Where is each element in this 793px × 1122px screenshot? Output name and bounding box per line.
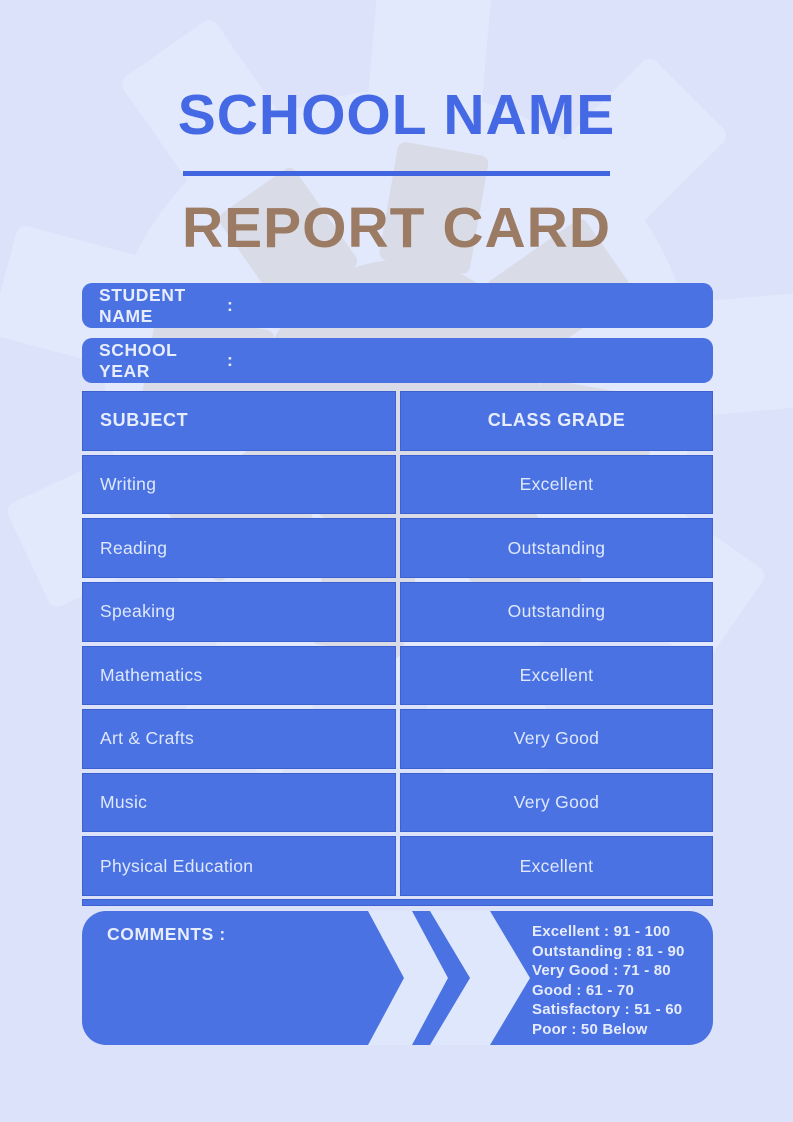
school-year-value[interactable] (233, 338, 713, 383)
grade-cell: Very Good (400, 709, 713, 769)
subject-cell: Mathematics (82, 645, 396, 706)
grade-cell: Excellent (400, 645, 713, 706)
subject-cell: Physical Education (82, 836, 396, 896)
table-row: Reading Outstanding (82, 518, 713, 578)
comments-label: COMMENTS : (107, 924, 226, 944)
grading-legend: Excellent : 91 - 100 Outstanding : 81 - … (532, 922, 707, 1039)
grade-column-header: CLASS GRADE (400, 391, 713, 451)
table-header-row: SUBJECT CLASS GRADE (82, 391, 713, 451)
student-name-value[interactable] (233, 283, 713, 328)
table-footer-bar (82, 899, 713, 906)
double-chevron-icon (368, 911, 530, 1045)
school-year-field[interactable]: SCHOOL YEAR : (82, 338, 713, 383)
school-year-label: SCHOOL YEAR (99, 339, 178, 381)
grade-cell: Very Good (400, 772, 713, 833)
subject-cell: Music (82, 772, 396, 833)
school-name-title: SCHOOL NAME (177, 83, 616, 147)
subject-column-header: SUBJECT (82, 391, 396, 451)
table-row: Speaking Outstanding (82, 581, 713, 642)
legend-item: Outstanding : 81 - 90 (532, 942, 685, 960)
legend-item: Poor : 50 Below (532, 1020, 648, 1038)
table-row: Mathematics Excellent (82, 645, 713, 706)
subject-cell: Writing (82, 454, 396, 515)
grade-cell: Outstanding (400, 518, 713, 578)
grade-cell: Outstanding (400, 581, 713, 642)
grade-cell: Excellent (400, 836, 713, 896)
comments-section: COMMENTS : Excellent : 91 - 100 Outstand… (82, 911, 713, 1045)
student-name-label: STUDENT NAME (99, 284, 186, 326)
comments-input-area[interactable] (102, 951, 362, 1036)
grade-cell: Excellent (400, 454, 713, 515)
legend-item: Very Good : 71 - 80 (532, 962, 671, 979)
subject-cell: Speaking (82, 581, 396, 642)
table-row: Writing Excellent (82, 454, 713, 515)
subject-cell: Reading (82, 518, 396, 578)
table-row: Music Very Good (82, 772, 713, 833)
subject-cell: Art & Crafts (82, 709, 396, 769)
legend-item: Satisfactory : 51 - 60 (532, 1001, 683, 1018)
title-divider (183, 171, 610, 176)
legend-item: Excellent : 91 - 100 (532, 923, 671, 940)
student-name-field[interactable]: STUDENT NAME : (82, 283, 713, 328)
table-row: Art & Crafts Very Good (82, 709, 713, 769)
school-year-colon: : (227, 350, 234, 370)
legend-item: Good : 61 - 70 (532, 981, 634, 999)
report-card-title: REPORT CARD (181, 196, 611, 260)
grades-table: SUBJECT CLASS GRADE Writing Excellent Re… (82, 391, 713, 896)
table-row: Physical Education Excellent (82, 836, 713, 896)
student-name-colon: : (227, 295, 234, 315)
